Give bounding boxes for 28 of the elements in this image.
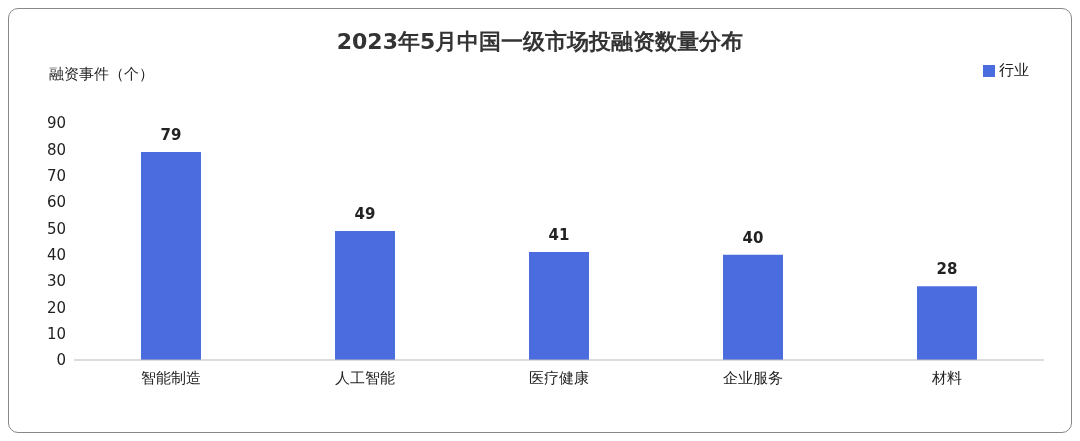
x-tick-label: 企业服务 <box>723 368 783 387</box>
y-tick-label: 10 <box>46 324 66 343</box>
x-tick-label: 材料 <box>931 368 962 387</box>
bar <box>335 230 395 360</box>
y-tick-label: 0 <box>56 351 66 370</box>
y-tick-label: 60 <box>46 193 66 212</box>
bar <box>917 286 977 360</box>
y-tick-label: 50 <box>46 219 66 238</box>
bar <box>529 252 589 360</box>
y-tick-label: 40 <box>46 245 66 264</box>
y-tick-label: 80 <box>46 140 66 159</box>
y-axis-title: 融资事件（个） <box>49 65 154 84</box>
y-tick-label: 90 <box>46 114 66 133</box>
x-tick-label: 人工智能 <box>335 368 395 387</box>
legend-label: 行业 <box>999 61 1029 79</box>
x-tick-label: 医疗健康 <box>529 368 589 387</box>
y-tick-label: 70 <box>46 166 66 185</box>
data-label: 79 <box>160 125 182 144</box>
data-label: 49 <box>354 204 376 223</box>
chart-title: 2023年5月中国一级市场投融资数量分布 <box>335 28 745 56</box>
data-label: 41 <box>548 226 570 245</box>
bar <box>723 254 783 360</box>
x-tick-label: 智能制造 <box>141 368 201 387</box>
data-label: 28 <box>936 260 958 279</box>
y-tick-label: 20 <box>46 298 66 317</box>
data-label: 40 <box>742 228 764 247</box>
y-tick-label: 30 <box>46 272 66 291</box>
bar <box>141 151 201 360</box>
